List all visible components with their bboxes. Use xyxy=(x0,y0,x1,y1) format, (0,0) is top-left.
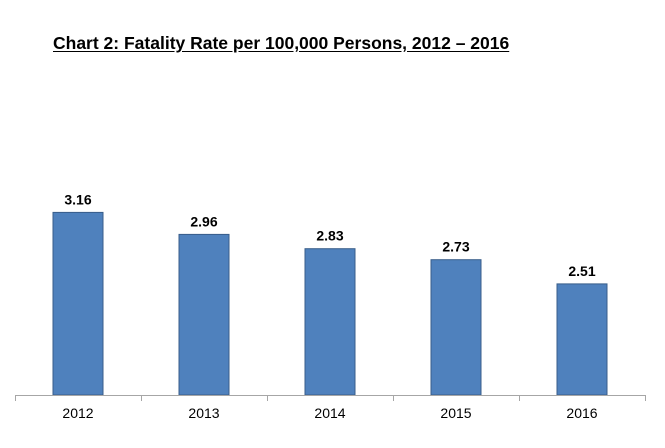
chart-title: Chart 2: Fatality Rate per 100,000 Perso… xyxy=(53,33,510,53)
bar-2015 xyxy=(430,259,482,396)
data-label-2014: 2.83 xyxy=(316,228,343,244)
x-tick-label-2012: 2012 xyxy=(62,405,93,421)
data-label-2013: 2.96 xyxy=(190,213,217,229)
bar-2012 xyxy=(52,211,104,396)
x-tick-label-2016: 2016 xyxy=(566,405,597,421)
data-label-2016: 2.51 xyxy=(568,263,595,279)
data-label-2012: 3.16 xyxy=(64,191,91,207)
labels-layer: 3.16 2012 2.96 2013 2.83 2014 2.73 2015 2.51 2016 xyxy=(62,191,597,421)
bar-2016 xyxy=(556,283,608,396)
x-tick-label-2015: 2015 xyxy=(440,405,471,421)
bar-2013 xyxy=(178,233,230,396)
x-tick-label-2013: 2013 xyxy=(188,405,219,421)
x-tick-label-2014: 2014 xyxy=(314,405,345,421)
data-label-2015: 2.73 xyxy=(442,239,469,255)
bar-2014 xyxy=(304,248,356,396)
bars-layer xyxy=(52,211,608,396)
x-axis xyxy=(15,395,646,401)
